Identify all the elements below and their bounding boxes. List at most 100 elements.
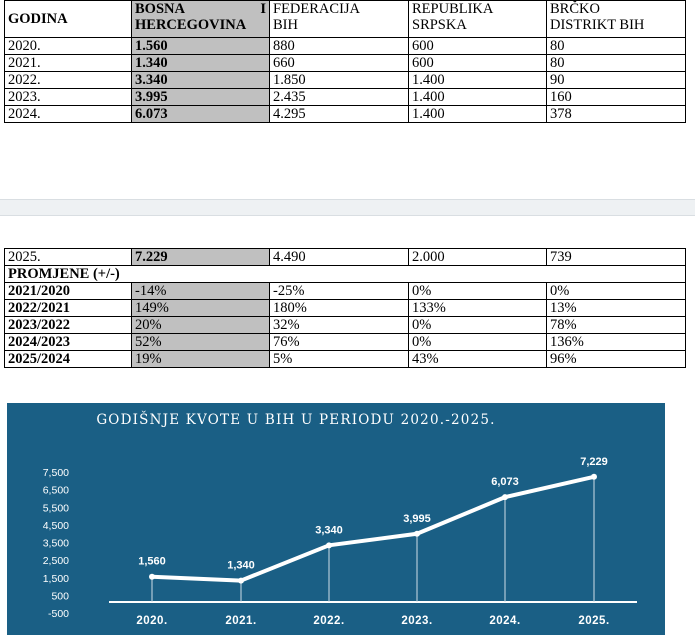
cell-rs: 2.000 xyxy=(408,248,547,266)
cell-brcko: 0% xyxy=(546,282,686,300)
cell-bih: 6.073 xyxy=(131,105,270,123)
cell-rs: 1.400 xyxy=(408,71,547,89)
changes-header-row: PROMJENE (+/-) xyxy=(4,265,686,283)
quota-table-top: GODINA BOSNA I HERCEGOVINA FEDERACIJA BI… xyxy=(4,0,686,123)
cell-fbih: 32% xyxy=(269,316,409,334)
cell-year: 2023. xyxy=(4,88,132,106)
cell-bih: 3.340 xyxy=(131,71,270,89)
header-godina: GODINA xyxy=(4,0,132,38)
header-fbih-line1: FEDERACIJA xyxy=(273,1,361,18)
header-rs-line1: REPUBLIKA xyxy=(412,1,494,18)
y-tick-label: 5,500 xyxy=(43,502,69,514)
cell-fbih: 76% xyxy=(269,333,409,351)
header-bih-word-bosna: BOSNA xyxy=(135,1,185,18)
cell-brcko: 136% xyxy=(546,333,686,351)
y-tick-label: 3,500 xyxy=(43,538,69,550)
cell-period: 2021/2020 xyxy=(4,282,132,300)
cell-year: 2021. xyxy=(4,54,132,72)
cell-bih: 1.340 xyxy=(131,54,270,72)
y-tick-label: 6,500 xyxy=(43,485,69,497)
cell-brcko: 80 xyxy=(546,37,686,55)
cell-brcko: 378 xyxy=(546,105,686,123)
cell-bih: 149% xyxy=(131,299,270,317)
table-row: 2024. 6.073 4.295 1.400 378 xyxy=(4,105,686,123)
header-bih: BOSNA I HERCEGOVINA xyxy=(131,0,270,38)
cell-brcko: 96% xyxy=(546,350,686,368)
cell-bih: 52% xyxy=(131,333,270,351)
table-row: 2021. 1.340 660 600 80 xyxy=(4,54,686,72)
cell-rs: 0% xyxy=(408,282,547,300)
series-line xyxy=(150,474,596,583)
y-tick-label: 2,500 xyxy=(43,555,69,567)
header-brcko-line2: DISTRIKT BIH xyxy=(550,17,645,33)
data-point xyxy=(414,530,420,537)
data-label: 3,995 xyxy=(403,513,431,525)
cell-period: 2022/2021 xyxy=(4,299,132,317)
y-tick-label: 500 xyxy=(51,590,69,602)
cell-rs: 43% xyxy=(408,350,547,368)
chart-plot: -500 500 1,500 2,500 3,500 4,500 5,500 6,500 7,5… xyxy=(43,456,637,627)
cell-rs: 600 xyxy=(408,37,547,55)
cell-rs: 0% xyxy=(408,333,547,351)
table-row: 2022. 3.340 1.850 1.400 90 xyxy=(4,71,686,89)
cell-fbih: -25% xyxy=(269,282,409,300)
x-tick-label: 2024. xyxy=(489,615,520,627)
cell-period: 2023/2022 xyxy=(4,316,132,334)
cell-fbih: 660 xyxy=(269,54,409,72)
cell-fbih: 5% xyxy=(269,350,409,368)
y-tick-label: 4,500 xyxy=(43,520,69,532)
table-row: 2021/2020 -14% -25% 0% 0% xyxy=(4,282,686,300)
cell-year: 2024. xyxy=(4,105,132,123)
data-label: 6,073 xyxy=(491,476,519,488)
x-tick-label: 2023. xyxy=(401,615,432,627)
cell-brcko: 90 xyxy=(546,71,686,89)
cell-brcko: 13% xyxy=(546,299,686,317)
cell-brcko: 80 xyxy=(546,54,686,72)
x-tick-label: 2020. xyxy=(136,615,167,627)
table-row: 2020. 1.560 880 600 80 xyxy=(4,37,686,55)
data-point xyxy=(238,577,244,584)
data-point xyxy=(326,542,332,549)
quota-line-chart: GODIŠNJE KVOTE U BIH U PERIODU 2020.-202… xyxy=(7,403,665,635)
data-label: 1,340 xyxy=(227,560,255,572)
cell-fbih: 4.295 xyxy=(269,105,409,123)
cell-brcko: 160 xyxy=(546,88,686,106)
cell-rs: 133% xyxy=(408,299,547,317)
quota-table-bottom: 2025. 7.229 4.490 2.000 739 PROMJENE (+/… xyxy=(4,248,686,368)
cell-rs: 0% xyxy=(408,316,547,334)
page-break-band xyxy=(0,199,695,216)
cell-year: 2020. xyxy=(4,37,132,55)
cell-bih: 19% xyxy=(131,350,270,368)
cell-rs: 1.400 xyxy=(408,88,547,106)
cell-brcko: 78% xyxy=(546,316,686,334)
cell-bih: 7.229 xyxy=(131,248,270,266)
cell-year: 2022. xyxy=(4,71,132,89)
y-tick-label: 7,500 xyxy=(43,467,69,479)
header-fbih-line2: BIH xyxy=(273,17,298,33)
table-header-row: GODINA BOSNA I HERCEGOVINA FEDERACIJA BI… xyxy=(4,0,686,38)
table-row: 2023. 3.995 2.435 1.400 160 xyxy=(4,88,686,106)
header-bih-word-i: I xyxy=(260,1,266,18)
cell-bih: 20% xyxy=(131,316,270,334)
data-label: 3,340 xyxy=(315,524,343,536)
table-row: 2022/2021 149% 180% 133% 13% xyxy=(4,299,686,317)
data-point xyxy=(502,494,508,501)
data-point xyxy=(591,473,597,480)
cell-bih: 3.995 xyxy=(131,88,270,106)
x-tick-label: 2022. xyxy=(313,615,344,627)
cell-fbih: 1.850 xyxy=(269,71,409,89)
y-tick-label: 1,500 xyxy=(43,573,69,585)
cell-rs: 1.400 xyxy=(408,105,547,123)
cell-period: 2025/2024 xyxy=(4,350,132,368)
header-bih-word-hercegovina: HERCEGOVINA xyxy=(135,17,247,33)
x-tick-label: 2025. xyxy=(578,615,609,627)
data-label: 1,560 xyxy=(138,556,166,568)
data-label: 7,229 xyxy=(580,456,608,468)
table-row: 2024/2023 52% 76% 0% 136% xyxy=(4,333,686,351)
changes-label: PROMJENE (+/-) xyxy=(4,265,686,283)
chart-title: GODIŠNJE KVOTE U BIH U PERIODU 2020.-202… xyxy=(96,412,496,428)
cell-year: 2025. xyxy=(4,248,132,266)
cell-fbih: 4.490 xyxy=(269,248,409,266)
x-tick-label: 2021. xyxy=(225,615,256,627)
cell-fbih: 880 xyxy=(269,37,409,55)
